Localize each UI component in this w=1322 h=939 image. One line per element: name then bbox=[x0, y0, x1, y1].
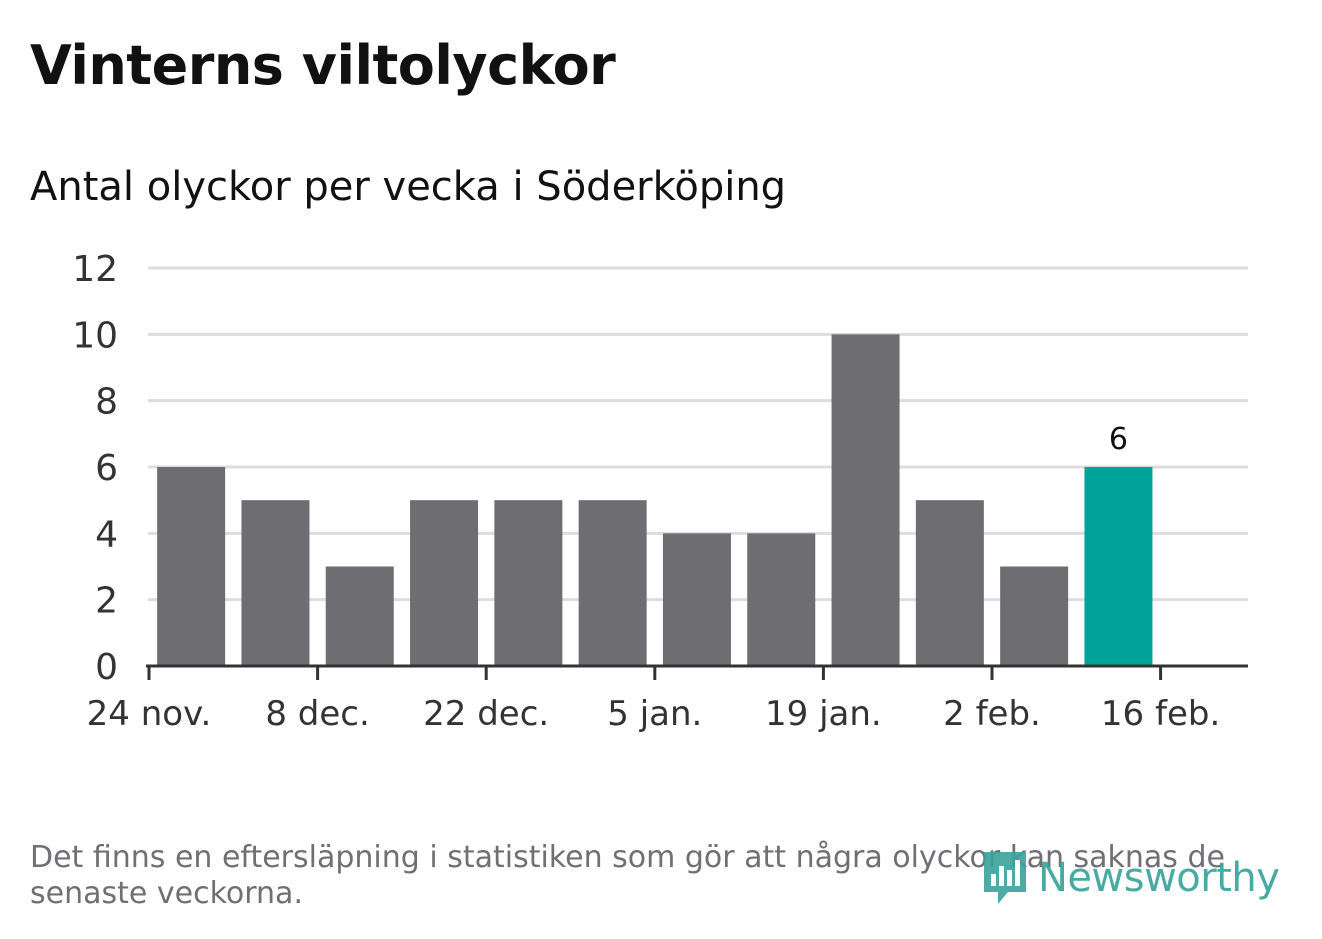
bar bbox=[747, 533, 816, 666]
y-tick-label: 10 bbox=[72, 315, 118, 356]
x-tick-label: 16 feb. bbox=[1101, 694, 1220, 734]
x-tick-label: 24 nov. bbox=[87, 694, 212, 734]
x-tick-label: 19 jan. bbox=[765, 694, 882, 734]
bar bbox=[915, 500, 984, 666]
x-tick-label: 8 dec. bbox=[265, 694, 369, 734]
logo-text: Newsworthy bbox=[1038, 855, 1280, 901]
bar bbox=[325, 566, 394, 666]
y-tick-label: 4 bbox=[95, 514, 118, 555]
bar-highlight bbox=[1084, 467, 1153, 666]
chart-title: Vinterns viltolyckor bbox=[30, 34, 616, 97]
chart-subtitle: Antal olyckor per vecka i Söderköping bbox=[30, 164, 787, 210]
x-axis: 24 nov. 8 dec. 22 dec. 5 jan. 19 jan. 2 feb. 1… bbox=[87, 664, 1248, 734]
x-tick-label: 2 feb. bbox=[943, 694, 1041, 734]
newsworthy-logo-icon bbox=[984, 852, 1026, 904]
bar bbox=[831, 334, 900, 666]
x-tick-label: 22 dec. bbox=[423, 694, 549, 734]
y-tick-label: 2 bbox=[95, 581, 118, 622]
y-tick-label: 12 bbox=[72, 249, 118, 290]
bar bbox=[578, 500, 647, 666]
bar bbox=[1000, 566, 1069, 666]
y-tick-label: 8 bbox=[95, 382, 118, 423]
bars bbox=[157, 334, 1153, 666]
bar-value-label: 6 bbox=[1109, 422, 1128, 457]
y-axis-ticks: 0 2 4 6 8 10 12 bbox=[72, 249, 118, 688]
bar bbox=[410, 500, 479, 666]
bar bbox=[662, 533, 731, 666]
y-tick-label: 0 bbox=[95, 647, 118, 688]
y-tick-label: 6 bbox=[95, 448, 118, 489]
data-labels: 6 bbox=[1109, 422, 1128, 457]
bar bbox=[241, 500, 310, 666]
bar bbox=[494, 500, 563, 666]
x-tick-label: 5 jan. bbox=[607, 694, 702, 734]
bar-chart: 0 2 4 6 8 10 12 6 24 nov. 8 dec. 22 dec. 5 jan. 19… bbox=[72, 249, 1248, 734]
bar bbox=[157, 467, 226, 666]
newsworthy-logo: Newsworthy bbox=[980, 846, 1280, 910]
